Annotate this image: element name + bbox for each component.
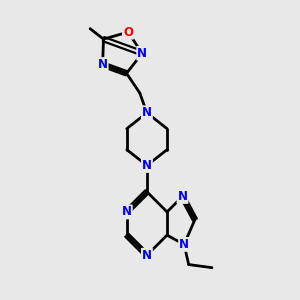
Text: N: N — [142, 159, 152, 172]
Text: N: N — [98, 58, 108, 71]
Text: N: N — [142, 249, 152, 262]
Text: N: N — [122, 206, 132, 218]
Text: N: N — [179, 238, 189, 251]
Text: N: N — [137, 47, 147, 60]
Text: N: N — [178, 190, 188, 203]
Text: O: O — [123, 26, 133, 39]
Text: N: N — [142, 106, 152, 119]
